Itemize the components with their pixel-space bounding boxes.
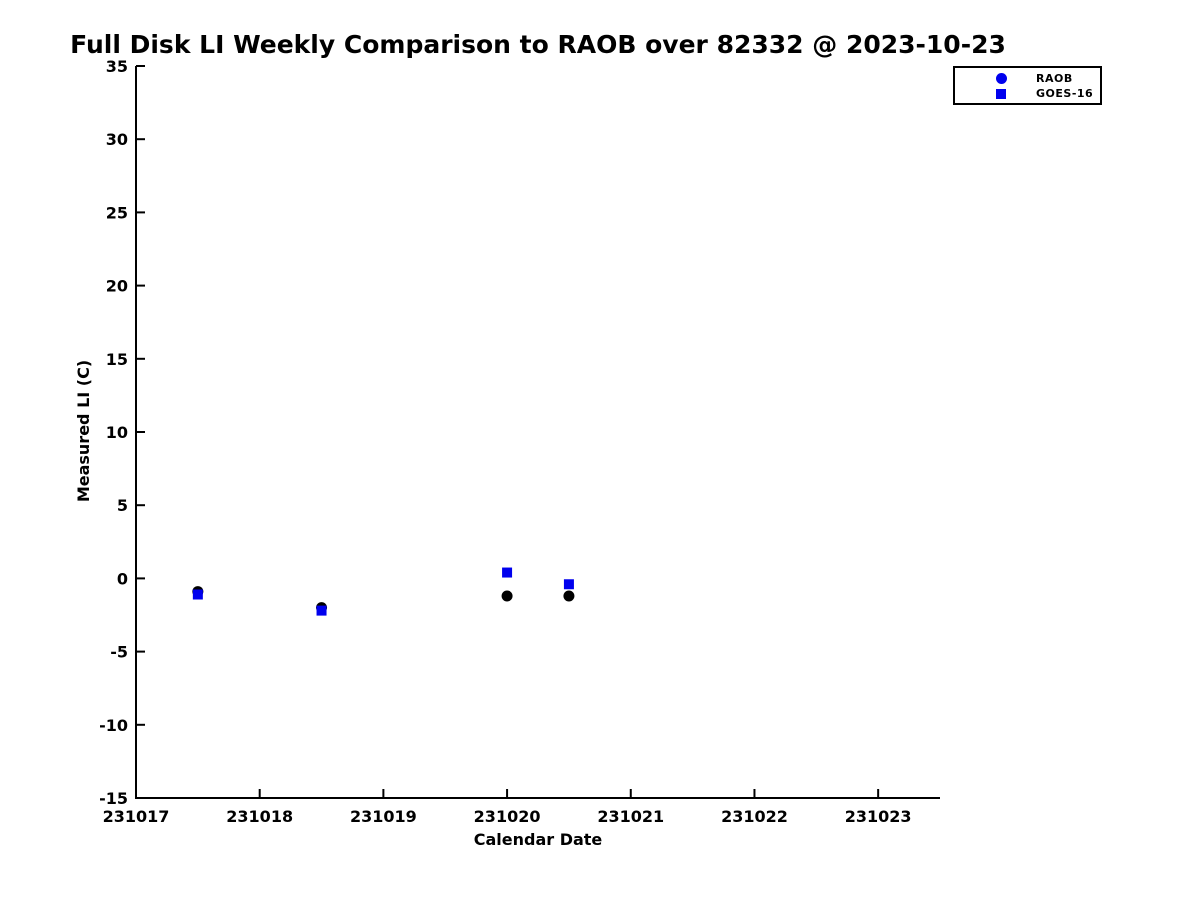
x-tick-label: 231018 [226,807,293,826]
legend: RAOB GOES-16 [953,66,1102,105]
x-tick-label: 231021 [597,807,664,826]
y-tick-label: 10 [106,423,128,442]
y-tick-label: 5 [117,496,128,515]
x-tick-label: 231023 [845,807,912,826]
y-tick-label: 20 [106,277,128,296]
y-tick-label: -15 [99,789,128,808]
y-tick-label: 30 [106,130,128,149]
y-tick-label: 15 [106,350,128,369]
y-tick-label: 25 [106,203,128,222]
x-tick-label: 231022 [721,807,788,826]
raob-circle-marker-icon [996,73,1007,84]
data-point-raob [501,590,513,602]
y-tick-label: 35 [106,57,128,76]
legend-label-goes16: GOES-16 [1036,87,1094,100]
data-point-raob [563,590,575,602]
chart-title: Full Disk LI Weekly Comparison to RAOB o… [70,30,1006,59]
legend-item-raob: RAOB [955,71,1100,86]
data-point-goes-16 [316,605,327,616]
x-tick-label: 231017 [103,807,170,826]
y-tick-label: -10 [99,716,128,735]
x-axis-label: Calendar Date [473,830,603,849]
x-tick-label: 231020 [474,807,541,826]
y-tick-label: -5 [110,643,128,662]
data-point-goes-16 [563,579,574,590]
legend-item-goes16: GOES-16 [955,86,1100,101]
x-tick-label: 231019 [350,807,417,826]
goes16-square-marker-icon [996,88,1006,99]
data-point-goes-16 [502,567,513,578]
data-point-goes-16 [192,589,203,600]
legend-label-raob: RAOB [1036,72,1073,85]
y-tick-label: 0 [117,569,128,588]
y-axis-label: Measured LI (C) [74,359,93,503]
